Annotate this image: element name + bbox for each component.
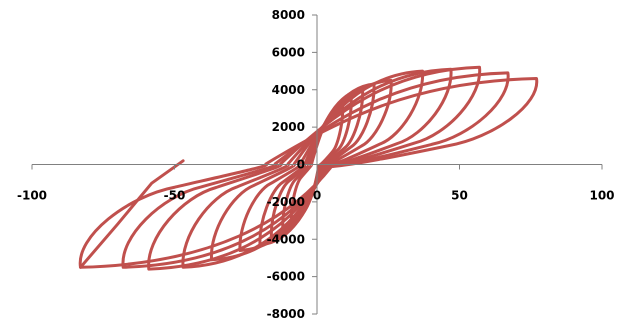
x-tick-label: -50 <box>164 189 186 203</box>
y-tick-label: 8000 <box>272 8 305 22</box>
y-tick-label: 0 <box>297 158 305 172</box>
x-tick-label: -100 <box>17 189 47 203</box>
y-tick-label: 6000 <box>272 45 305 59</box>
hysteresis-loop-10 <box>78 77 539 269</box>
axes <box>31 14 603 315</box>
plot-lines <box>78 65 539 271</box>
y-tick-label: -6000 <box>267 270 305 284</box>
final-branch-line <box>79 159 185 269</box>
y-tick-label: 2000 <box>272 120 305 134</box>
y-tick-label: -2000 <box>267 195 305 209</box>
hysteresis-loop-6 <box>210 69 425 262</box>
x-tick-label: 50 <box>451 189 468 203</box>
y-tick-label: -4000 <box>267 232 305 246</box>
y-tick-label: -8000 <box>267 307 305 321</box>
x-tick-label: 0 <box>313 189 321 203</box>
hysteresis-loop-9 <box>121 71 510 269</box>
y-tick-label: 4000 <box>272 83 305 97</box>
hysteresis-loop-8 <box>147 65 482 271</box>
hysteresis-loop-7 <box>181 67 453 269</box>
tick-labels: -100 -50 0 50 100 -8000 -6000 -4000 -2000 0 2000 40… <box>17 8 615 321</box>
x-tick-label: 100 <box>589 189 614 203</box>
